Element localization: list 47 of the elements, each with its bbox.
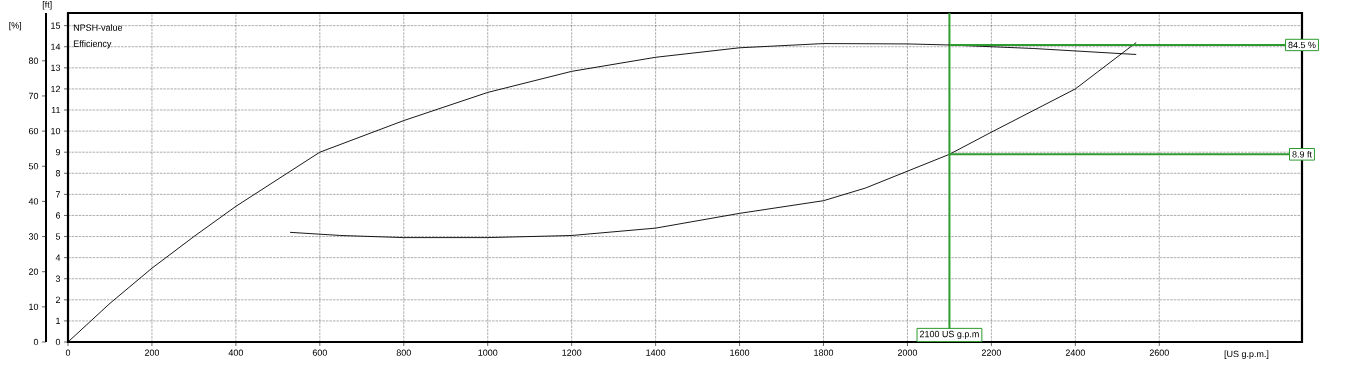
y2-tick-label: 1 [56, 317, 61, 324]
y-tick-label: 40 [28, 198, 39, 205]
y-tick-label: 50 [28, 163, 39, 170]
y2-tick-label: 0 [55, 338, 61, 346]
y2-tick-label: 14 [51, 43, 61, 50]
ref-line-label: 84.5 % [1288, 41, 1316, 49]
y2-tick-label: 12 [51, 85, 61, 93]
x-tick-label: 2400 [1065, 349, 1085, 356]
ref-line-label: 2100 US g.p.m [919, 330, 979, 339]
ref-line-label: 8.9 ft [1292, 151, 1312, 158]
x-tick-label: 1000 [478, 349, 498, 356]
x-tick-label: 2600 [1149, 349, 1169, 356]
y2-tick-label: 8 [55, 170, 61, 177]
x-tick-label: 600 [312, 349, 327, 356]
x-axis-title: [US g.p.m.] [1224, 350, 1269, 359]
x-tick-label: 1600 [730, 349, 750, 356]
y-tick-label: 20 [28, 268, 39, 275]
y2-tick-label: 6 [55, 212, 61, 219]
y-tick-label: 60 [28, 127, 39, 135]
y2-tick-label: 15 [51, 22, 61, 29]
y-tick-label: 80 [28, 57, 39, 64]
x-tick-label: 0 [65, 349, 71, 356]
x-tick-label: 1800 [814, 349, 834, 356]
y2-tick-label: 5 [55, 233, 61, 240]
y-axis-title: [%] [9, 21, 22, 31]
y2-tick-label: 10 [51, 127, 61, 135]
x-tick-label: 1200 [562, 349, 582, 356]
x-tick-label: 1400 [646, 349, 666, 356]
y-tick-label: 70 [28, 92, 39, 100]
y2-tick-label: 13 [51, 64, 61, 72]
y-tick-label: 0 [33, 338, 39, 346]
annotation: NPSH-value [73, 24, 123, 31]
x-tick-label: 2200 [981, 349, 1002, 356]
y-tick-label: 10 [29, 303, 39, 311]
y2-tick-label: 11 [51, 106, 61, 114]
y2-axis-title: [ft] [42, 1, 52, 10]
y-tick-label: 30 [28, 233, 39, 240]
y2-tick-label: 4 [55, 254, 61, 261]
y2-tick-label: 2 [55, 296, 61, 303]
annotation: Efficiency [73, 40, 112, 49]
x-tick-label: 2000 [897, 349, 918, 356]
y2-tick-label: 3 [55, 275, 61, 282]
x-tick-label: 200 [144, 349, 160, 356]
y2-tick-label: 7 [55, 191, 61, 198]
x-tick-label: 800 [396, 349, 411, 356]
y2-tick-label: 9 [55, 149, 61, 156]
x-tick-label: 400 [228, 349, 244, 356]
